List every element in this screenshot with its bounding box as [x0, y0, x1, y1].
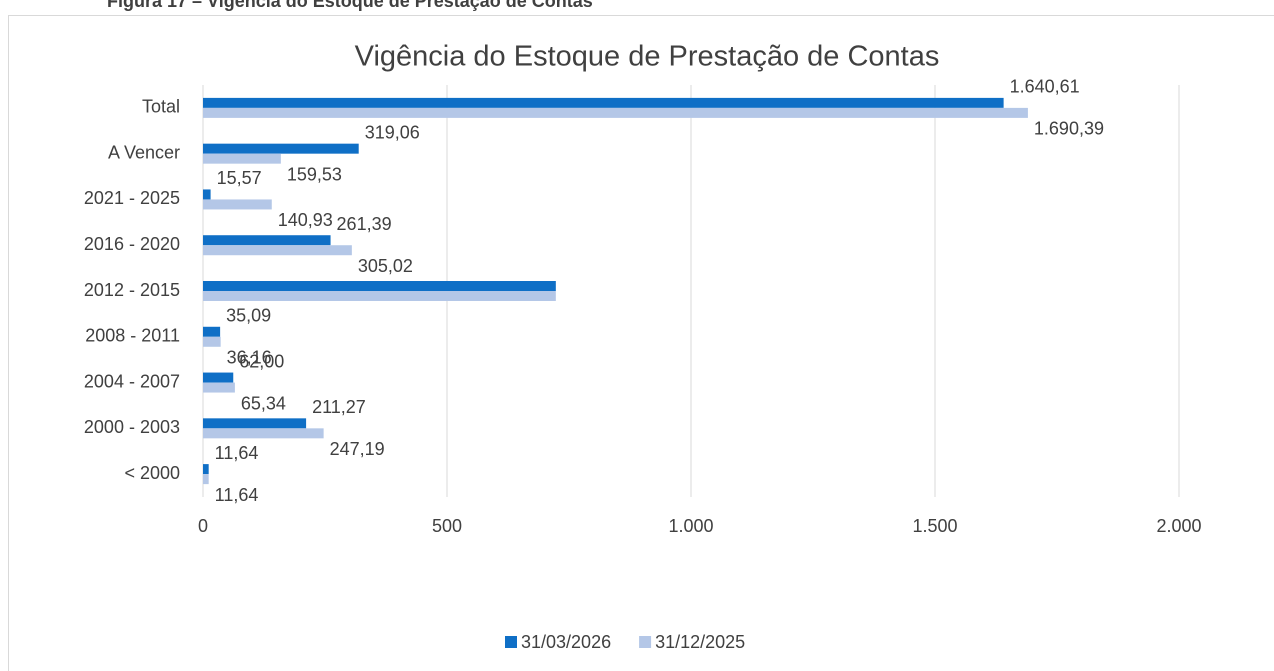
bar [203, 245, 352, 256]
y-tick-label: 2000 - 2003 [84, 417, 180, 437]
bar [203, 153, 281, 164]
bar [203, 418, 307, 429]
data-label: 159,53 [287, 164, 342, 184]
bar [203, 464, 209, 475]
figure-caption: Figura 17 – Vigência do Estoque de Prest… [107, 0, 593, 11]
legend-swatch [639, 636, 652, 648]
bar [203, 143, 359, 154]
legend-swatch [505, 636, 517, 648]
bar [203, 336, 221, 347]
data-label: 1.690,39 [1034, 119, 1104, 139]
y-tick-label: 2012 - 2015 [84, 280, 180, 300]
data-label: 319,06 [365, 122, 420, 142]
y-tick-label: Total [142, 97, 180, 117]
y-tick-label: < 2000 [124, 463, 180, 483]
x-tick-label: 500 [432, 516, 462, 536]
data-label: 62,00 [239, 351, 284, 371]
data-label: 140,93 [278, 210, 333, 230]
bar [203, 107, 1028, 118]
bar [203, 281, 556, 291]
x-tick-label: 0 [198, 516, 208, 536]
y-tick-label: 2008 - 2011 [85, 326, 180, 346]
data-label: 15,57 [217, 168, 262, 188]
legend-label: 31/03/2026 [521, 632, 611, 652]
data-label: 211,27 [312, 397, 366, 417]
bar [203, 372, 234, 383]
chart-title: Vigência do Estoque de Prestação de Cont… [355, 41, 940, 73]
bar [203, 382, 235, 393]
data-label: 65,34 [241, 393, 286, 413]
bar [203, 428, 324, 439]
legend-label: 31/12/2025 [655, 632, 745, 652]
x-tick-label: 1.000 [668, 516, 713, 536]
bar [203, 235, 331, 246]
bar [203, 199, 272, 210]
bar [203, 291, 556, 301]
bar [203, 326, 221, 337]
y-tick-label: 2021 - 2025 [84, 188, 180, 208]
bar [203, 189, 211, 200]
y-tick-label: 2016 - 2020 [84, 234, 180, 254]
data-label: 247,19 [330, 439, 385, 459]
data-label: 35,09 [226, 306, 271, 326]
data-label: 11,64 [215, 443, 259, 463]
chart-border [8, 15, 1274, 671]
data-label: 261,39 [337, 214, 392, 234]
y-tick-label: 2004 - 2007 [84, 371, 180, 391]
data-label: 11,64 [215, 485, 259, 505]
bar [203, 474, 209, 485]
bar [203, 97, 1004, 108]
data-label: 1.640,61 [1010, 77, 1080, 97]
data-label: 305,02 [358, 256, 413, 276]
y-tick-label: A Vencer [108, 142, 180, 162]
data-label: 36,16 [227, 348, 272, 368]
x-tick-label: 2.000 [1156, 516, 1201, 536]
x-tick-label: 1.500 [912, 516, 957, 536]
